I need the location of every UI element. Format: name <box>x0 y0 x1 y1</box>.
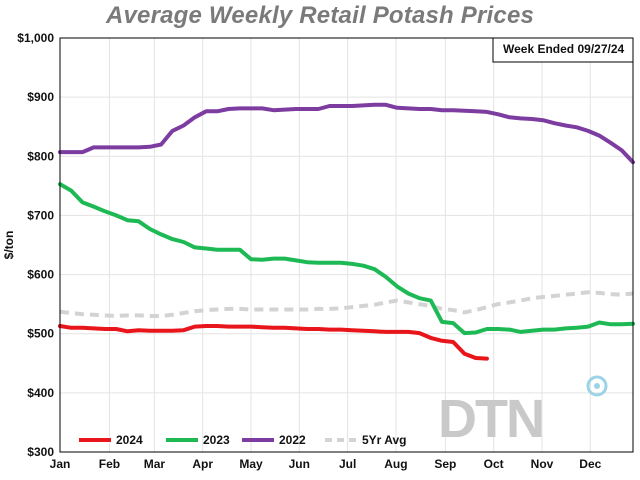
y-tick-label: $500 <box>27 327 54 341</box>
series-lines <box>58 102 635 361</box>
dtn-logo: DTN <box>438 375 608 449</box>
series-line-2022 <box>58 102 635 165</box>
x-axis-ticks: Jan Feb Mar Apr May Jun Jul Aug Sep Oct Nov Dec <box>50 457 602 471</box>
x-tick-label: Nov <box>531 457 554 471</box>
x-tick-label: Jun <box>289 457 310 471</box>
x-tick-label: Oct <box>484 457 504 471</box>
dtn-logo-text: DTN <box>438 389 543 449</box>
x-tick-label: Apr <box>192 457 213 471</box>
series-line-5yr-avg <box>59 290 634 318</box>
week-ended-note: Week Ended 09/27/24 <box>492 37 634 63</box>
series-line-2024 <box>58 324 489 361</box>
y-tick-label: $400 <box>27 386 54 400</box>
legend-label: 2022 <box>279 433 306 447</box>
y-axis-ticks: $300 $400 $500 $600 $700 $800 $900 $1,000 <box>17 31 54 459</box>
dtn-logo-dot-core <box>594 383 600 389</box>
x-tick-label: Aug <box>384 457 407 471</box>
y-tick-label: $300 <box>27 445 54 459</box>
legend: 2024 2023 2022 5Yr Avg <box>79 433 406 447</box>
y-axis-label: $/ton <box>2 231 16 260</box>
x-tick-label: Jul <box>339 457 356 471</box>
plot-area-frame <box>59 37 634 453</box>
dtn-logo-dot <box>586 375 608 397</box>
chart-title: Average Weekly Retail Potash Prices <box>105 2 535 29</box>
x-tick-label: Mar <box>144 457 166 471</box>
y-tick-label: $900 <box>27 90 54 104</box>
x-tick-label: Sep <box>434 457 456 471</box>
legend-label: 2023 <box>203 433 230 447</box>
x-tick-label: Feb <box>99 457 120 471</box>
y-tick-label: $800 <box>27 149 54 163</box>
x-tick-label: Dec <box>579 457 601 471</box>
x-tick-label: May <box>239 457 263 471</box>
y-tick-label: $1,000 <box>17 31 54 45</box>
grid-lines <box>60 37 633 453</box>
week-ended-text: Week Ended 09/27/24 <box>503 42 625 56</box>
x-tick-label: Jan <box>50 457 71 471</box>
legend-label: 5Yr Avg <box>362 433 406 447</box>
y-tick-label: $700 <box>27 208 54 222</box>
legend-label: 2024 <box>116 433 143 447</box>
y-tick-label: $600 <box>27 268 54 282</box>
series-line-2023 <box>58 182 635 336</box>
